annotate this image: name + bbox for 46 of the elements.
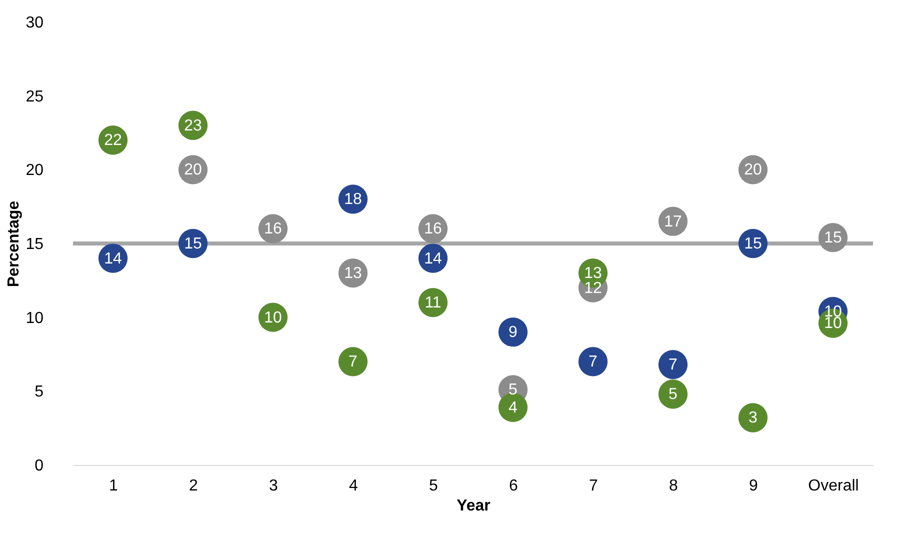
data-label: 13 [584, 265, 602, 282]
data-label: 20 [744, 162, 762, 179]
data-label: 3 [748, 410, 758, 427]
y-axis-title: Percentage [6, 200, 23, 288]
y-tick-label: 15 [26, 236, 44, 253]
data-label: 15 [824, 230, 842, 247]
data-label: 4 [508, 399, 518, 416]
x-tick-label: 3 [269, 478, 278, 494]
point [338, 347, 368, 376]
y-tick-label: 0 [34, 458, 44, 474]
data-label: 16 [264, 220, 282, 238]
x-tick-label: 2 [189, 478, 198, 494]
x-tick-label: Overall [808, 478, 859, 494]
data-label: 18 [344, 191, 362, 208]
data-label: 7 [348, 354, 358, 371]
x-tick-label: 4 [349, 478, 358, 494]
data-label: 16 [424, 220, 442, 238]
x-tick-label: 8 [669, 478, 678, 494]
data-label: 5 [668, 386, 678, 404]
x-tick-label: 1 [109, 478, 118, 494]
point [578, 347, 608, 376]
data-label: 20 [184, 162, 202, 179]
data-label: 11 [424, 294, 442, 312]
x-axis-title: Year [456, 498, 490, 514]
data-label: 7 [588, 354, 598, 371]
x-tick-label: 7 [589, 478, 598, 494]
data-label: 7 [668, 356, 678, 374]
data-label: 9 [508, 324, 518, 342]
y-tick-label: 25 [26, 88, 44, 106]
data-label: 17 [664, 213, 682, 230]
x-tick-label: 5 [429, 478, 438, 494]
data-label: 22 [104, 132, 122, 150]
y-tick-label: 20 [26, 162, 44, 180]
y-tick-label: 10 [26, 310, 44, 327]
data-label: 15 [744, 236, 762, 252]
y-tick-label: 5 [34, 384, 44, 401]
x-tick-label: 6 [509, 478, 518, 494]
data-label: 15 [184, 236, 202, 252]
y-tick-label: 30 [26, 14, 44, 32]
data-label: 14 [104, 250, 122, 268]
data-label: 13 [344, 265, 362, 282]
point [658, 350, 688, 380]
data-label: 14 [424, 250, 442, 268]
x-tick-label: 9 [749, 478, 758, 494]
data-label: 23 [184, 117, 202, 134]
data-label: 10 [264, 309, 282, 326]
